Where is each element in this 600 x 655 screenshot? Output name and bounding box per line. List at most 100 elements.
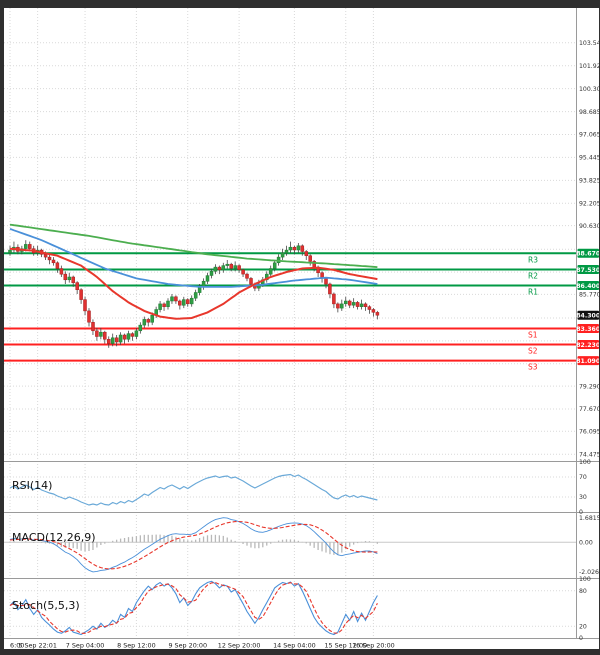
candle-body — [146, 319, 151, 323]
price-badge-s3 — [577, 356, 599, 366]
candle-body — [130, 333, 135, 337]
candle-body — [87, 310, 91, 323]
candle-body — [328, 283, 332, 295]
price-badge-r3 — [577, 248, 599, 258]
candle-body — [308, 255, 312, 262]
axis-label: 80 — [579, 588, 587, 595]
candle-body — [265, 273, 269, 281]
candle-body — [284, 249, 289, 254]
vertical-gridlines — [9, 8, 374, 638]
candle-body — [110, 337, 115, 344]
candle-body — [166, 300, 170, 307]
candle-body — [79, 289, 83, 300]
candle-body — [99, 331, 103, 337]
candle-body — [170, 296, 174, 302]
price-badge-s1 — [577, 324, 599, 333]
axis-label: 83.360 — [576, 326, 599, 333]
candle-body — [375, 312, 380, 316]
axis-label: 0.00 — [579, 539, 593, 546]
candle-body — [229, 263, 233, 269]
axis-label: 98.685 — [579, 109, 599, 116]
candle-body — [138, 324, 143, 332]
ma-slow-green — [9, 223, 378, 268]
candle-body — [272, 262, 277, 269]
current-price-badge — [577, 310, 599, 320]
candle-body — [67, 276, 72, 281]
candle-body — [332, 293, 336, 305]
candle-body — [8, 249, 12, 254]
axis-label: 82.230 — [576, 342, 599, 349]
level-tag-s2: S2 — [528, 347, 538, 356]
price-badge-r2 — [577, 265, 599, 274]
level-tag-r2: R2 — [528, 272, 538, 281]
price-badge-r1 — [577, 281, 599, 290]
axis-label: 101.925 — [579, 63, 599, 70]
candle-body — [300, 245, 305, 252]
chart-canvas: R3 R2 R1 S1 S2 S3 103.545 101.925 100.305 98.685 9… — [4, 8, 599, 649]
macd-line — [9, 517, 378, 573]
candle-body — [182, 299, 186, 306]
candle-body — [142, 319, 147, 326]
candle-body — [347, 300, 352, 306]
candle-body — [340, 303, 344, 309]
axis-label: 8 Sep 12:00 — [117, 642, 156, 650]
axis-label: 88.670 — [576, 251, 599, 258]
candle-body — [95, 330, 99, 337]
candle-body — [205, 275, 210, 282]
axis-label: -2.0269 — [579, 569, 599, 576]
candle-body — [71, 276, 75, 283]
moving-averages — [9, 223, 378, 320]
level-lines: R3 R2 R1 S1 S2 S3 — [4, 252, 576, 372]
candles — [8, 240, 380, 348]
axis-label: 95.445 — [579, 155, 599, 162]
axis-label: 79.290 — [579, 383, 599, 390]
candle-body — [245, 273, 249, 279]
indicator-gridlines — [4, 476, 576, 627]
axis-label: 85.770 — [579, 292, 599, 299]
macd-signal-line — [9, 520, 378, 570]
axis-label: 6:00 — [10, 642, 24, 650]
axis-label: 12 Sep 20:00 — [218, 642, 261, 650]
candle-body — [118, 334, 123, 343]
candle-body — [280, 252, 285, 258]
axis-label: 87.530 — [576, 267, 599, 274]
candle-body — [122, 334, 127, 340]
candle-body — [189, 297, 194, 305]
axis-label: 74.475 — [579, 452, 599, 459]
axis-label: 100 — [579, 576, 591, 583]
axis-label: 0 — [579, 509, 583, 516]
candle-body — [75, 282, 79, 290]
candle-body — [288, 246, 293, 251]
axis-label: 76.095 — [579, 429, 599, 436]
axis-label: 0 — [579, 635, 583, 642]
macd-panel — [9, 517, 379, 573]
candle-body — [134, 330, 139, 337]
candle-body — [344, 300, 348, 305]
chart-surface: R3 R2 R1 S1 S2 S3 103.545 101.925 100.305 98.685 9… — [4, 8, 599, 649]
axis-label: 93.825 — [579, 178, 599, 185]
axis-label: 100 — [579, 459, 591, 466]
axis-label: 70 — [579, 474, 587, 481]
rsi-line — [9, 473, 378, 506]
candle-body — [292, 246, 297, 251]
candle-body — [233, 265, 237, 269]
rsi-panel — [9, 473, 378, 506]
candle-body — [43, 254, 48, 258]
stoch-panel — [9, 580, 378, 636]
axis-label: 16 Sep 20:00 — [352, 642, 395, 650]
axis-label: 97.065 — [579, 132, 599, 139]
axis-label: 30 — [579, 494, 587, 501]
candle-body — [336, 303, 340, 309]
axis-label: 9 Sep 20:00 — [168, 642, 207, 650]
macd-label: MACD(12,26,9) — [12, 531, 96, 544]
price-axis: 103.545 101.925 100.305 98.685 97.065 95.445 9… — [579, 40, 599, 642]
candle-body — [249, 278, 253, 285]
stoch-d-line — [9, 581, 378, 634]
axis-label: 14 Sep 04:00 — [273, 642, 316, 650]
candle-body — [162, 303, 166, 307]
candle-body — [324, 278, 328, 285]
axis-label: 1.6815 — [579, 515, 599, 522]
ma-fast-red — [9, 247, 378, 320]
candle-body — [371, 309, 376, 313]
